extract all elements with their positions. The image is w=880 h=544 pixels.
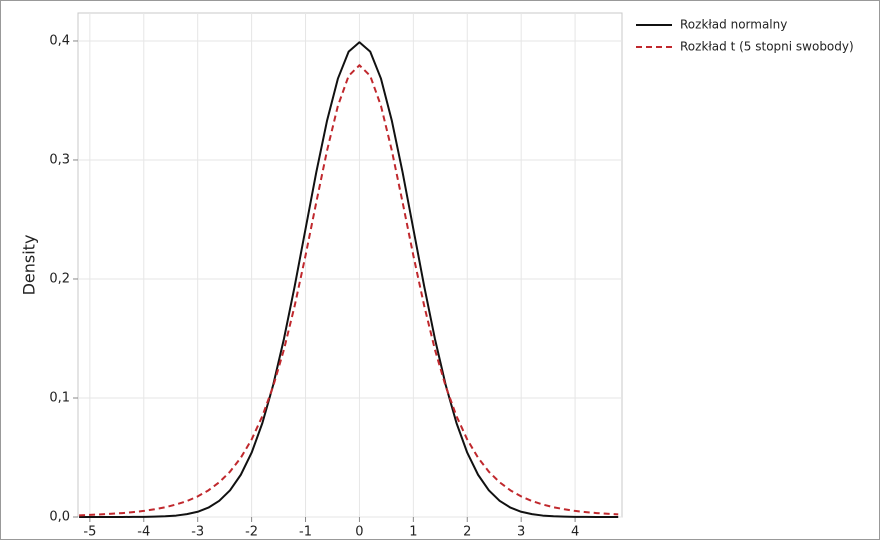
y-tick-label: 0,0 — [49, 510, 70, 525]
x-tick-label: -3 — [191, 525, 204, 540]
x-tick-label: 3 — [517, 525, 525, 540]
x-tick-label: 0 — [355, 525, 363, 540]
series-line — [79, 41, 619, 518]
x-tick-label: -2 — [245, 525, 258, 540]
x-tick-label: -1 — [299, 525, 312, 540]
x-tick-label: 2 — [463, 525, 471, 540]
legend-label: Rozkład t (5 stopni swobody) — [680, 40, 854, 54]
legend-label: Rozkład normalny — [680, 18, 787, 32]
y-axis-label: Density — [20, 235, 39, 296]
y-tick-label: 0,2 — [49, 271, 70, 286]
y-tick-label: 0,4 — [49, 33, 70, 48]
y-tick-label: 0,3 — [49, 152, 70, 167]
series-line — [79, 64, 619, 517]
x-tick-label: 4 — [571, 525, 579, 540]
x-tick-label: 1 — [409, 525, 417, 540]
legend: Rozkład normalny Rozkład t (5 stopni swob… — [636, 18, 854, 54]
x-tick-label: -5 — [83, 525, 96, 540]
y-tick-label: 0,1 — [49, 390, 70, 405]
x-tick-label: -4 — [137, 525, 150, 540]
